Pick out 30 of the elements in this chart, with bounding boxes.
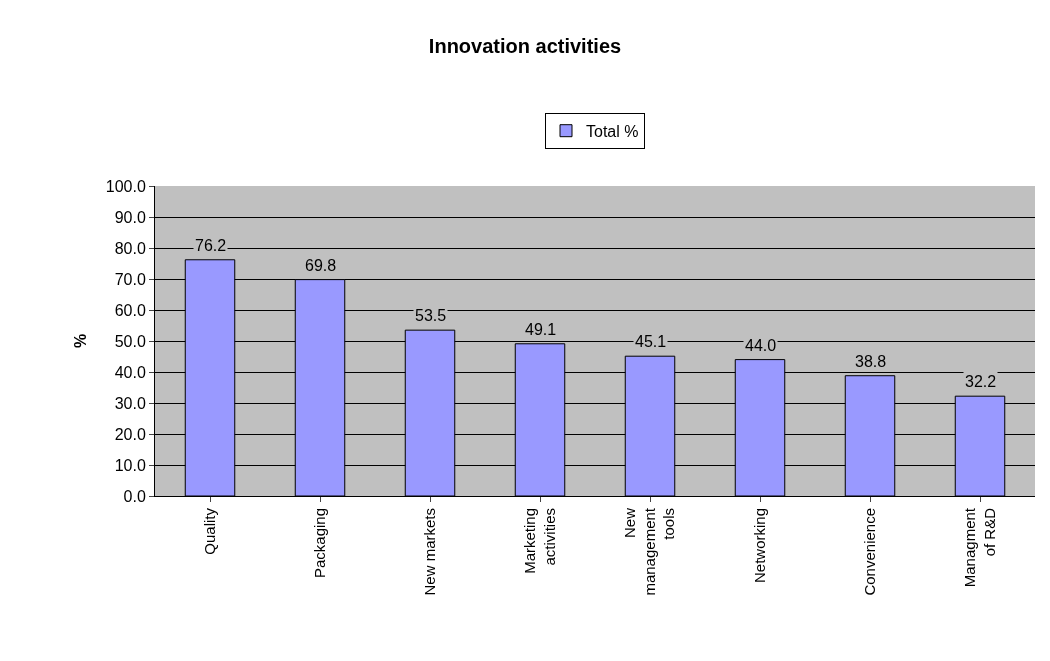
y-tick-label: 70.0 [114, 270, 146, 288]
data-label: 44.0 [745, 337, 777, 354]
y-tick-label: 30.0 [114, 394, 146, 412]
data-label: 32.2 [965, 373, 997, 390]
x-tick-label: Quality [200, 507, 218, 555]
data-label: 69.8 [305, 257, 337, 274]
data-label: 38.8 [855, 353, 887, 370]
y-tick-label: 40.0 [114, 363, 146, 381]
y-axis-title: % [71, 333, 89, 349]
x-tick-label: New markets [420, 508, 438, 596]
data-label: 45.1 [635, 333, 667, 350]
y-tick-label: 0.0 [123, 487, 146, 505]
data-label: 49.1 [525, 321, 557, 338]
y-tick-label: 50.0 [114, 332, 146, 350]
x-tick-label: Packaging [310, 508, 328, 579]
y-tick-label: 10.0 [114, 456, 146, 474]
x-tick-label: Managment of R&D [961, 507, 998, 588]
x-tick-label: Marketing activities [521, 508, 558, 574]
data-label: 76.2 [195, 237, 227, 254]
y-tick-label: 20.0 [114, 425, 146, 443]
x-tick-label: Convenience [860, 508, 878, 596]
chart-title: Innovation activities [428, 35, 622, 58]
data-label: 53.5 [415, 307, 447, 324]
y-tick-label: 100.0 [105, 177, 146, 195]
x-tick-label: Networking [750, 508, 768, 584]
legend-label: Total % [586, 122, 639, 140]
y-tick-label: 60.0 [114, 301, 146, 319]
y-tick-label: 80.0 [114, 239, 146, 257]
x-tick-label: New management tools [621, 507, 678, 596]
y-tick-label: 90.0 [114, 208, 146, 226]
